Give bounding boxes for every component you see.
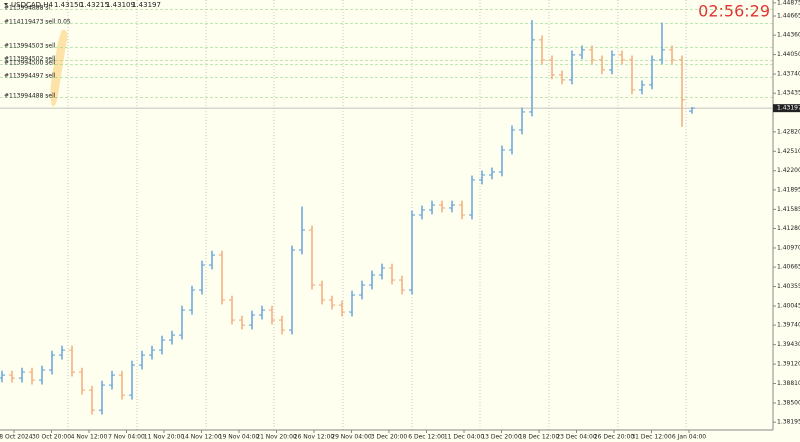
x-tick-label: 30 Oct 20:00 [32, 434, 71, 441]
header-price: 1.43150 [54, 1, 83, 9]
x-tick-label: 3 Dec 20:00 [371, 434, 408, 441]
x-tick-label: 19 Nov 04:00 [219, 434, 260, 441]
x-tick-label: 23 Dec 04:00 [556, 434, 597, 441]
y-tick-label: 1.40665 [777, 264, 800, 271]
y-tick-label: 1.38500 [777, 400, 800, 407]
header-price: 1.43197 [132, 1, 161, 9]
y-tick-label: 1.44360 [777, 32, 800, 39]
x-tick-label: 4 Nov 12:00 [71, 434, 108, 441]
x-tick-label: 29 Nov 04:00 [331, 434, 372, 441]
current-price-label: 1.43197 [777, 105, 800, 112]
y-tick-label: 1.42820 [777, 128, 800, 135]
timer: 02:56:29 [698, 2, 770, 21]
x-tick-label: 28 Oct 2024 [0, 434, 33, 441]
x-tick-label: 11 Dec 04:00 [444, 434, 485, 441]
order-label: #113994497 sell [4, 73, 56, 80]
y-tick-label: 1.44050 [777, 51, 800, 58]
y-tick-label: 1.40045 [777, 303, 800, 310]
x-tick-label: 21 Nov 20:00 [256, 434, 297, 441]
order-label: #113994488 sell [4, 93, 56, 100]
x-tick-label: 18 Dec 12:00 [519, 434, 560, 441]
y-tick-label: 1.39430 [777, 341, 800, 348]
x-tick-label: 7 Nov 04:00 [108, 434, 145, 441]
x-tick-label: 6 Jan 04:00 [672, 434, 706, 441]
y-tick-label: 1.40355 [777, 283, 800, 290]
x-tick-label: 11 Nov 20:00 [144, 434, 185, 441]
y-tick-label: 1.41585 [777, 206, 800, 213]
x-tick-label: 13 Dec 20:00 [481, 434, 522, 441]
current-price-box [773, 104, 800, 113]
y-tick-label: 1.38195 [777, 419, 800, 426]
y-tick-label: 1.44665 [777, 13, 800, 20]
symbol: USDCAD,H4 [11, 1, 54, 9]
x-tick-label: 31 Dec 12:00 [631, 434, 672, 441]
x-tick-label: 14 Nov 12:00 [181, 434, 222, 441]
order-label: #113994888 sl [4, 5, 50, 12]
y-tick-label: 1.38810 [777, 380, 800, 387]
menu-arrow[interactable] [4, 3, 8, 6]
y-tick-label: 1.41895 [777, 186, 800, 193]
order-label: #113994503 sell [4, 43, 56, 50]
y-tick-label: 1.39740 [777, 322, 800, 329]
header-price: 1.43215 [80, 1, 109, 9]
y-tick-label: 1.41280 [777, 225, 800, 232]
y-tick-label: 1.40970 [777, 244, 800, 251]
order-label: #113994502 sell [4, 56, 56, 63]
x-tick-label: 26 Dec 20:00 [594, 434, 635, 441]
y-tick-label: 1.44875 [777, 0, 800, 6]
order-label: #114119473 sell 0.05 [4, 19, 71, 26]
y-tick-label: 1.39120 [777, 361, 800, 368]
y-tick-label: 1.42510 [777, 148, 800, 155]
y-tick-label: 1.43740 [777, 71, 800, 78]
header-price: 1.43109 [106, 1, 135, 9]
y-tick-label: 1.43435 [777, 90, 800, 97]
highlight-shape [50, 29, 68, 107]
x-tick-label: 26 Nov 12:00 [294, 434, 335, 441]
y-tick-label: 1.42200 [777, 167, 800, 174]
x-tick-label: 6 Dec 12:00 [408, 434, 445, 441]
order-label: #113994500 sell [4, 60, 56, 67]
